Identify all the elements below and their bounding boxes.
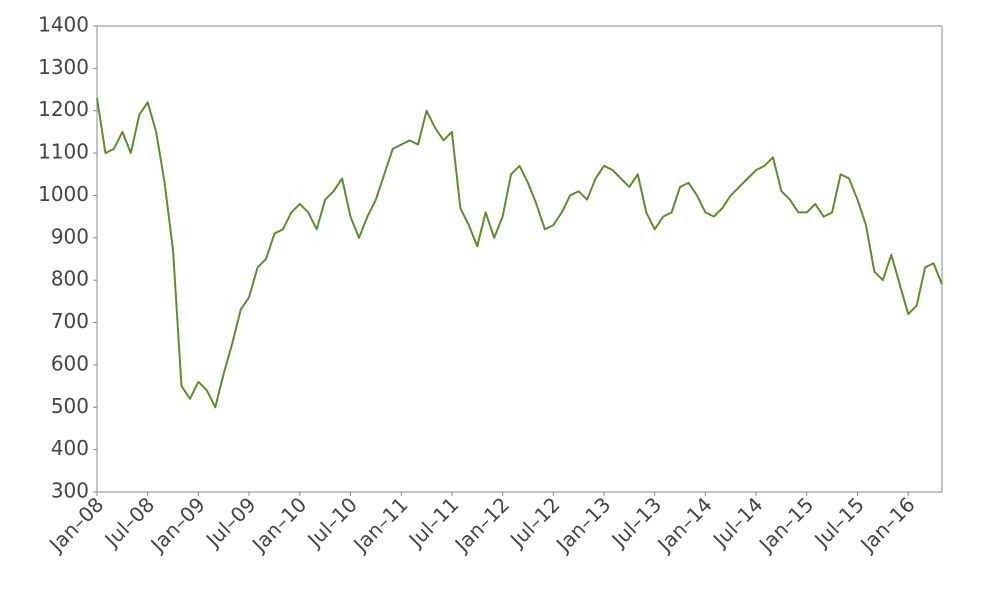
- y-tick-label: 1200: [38, 97, 89, 121]
- x-tick-label: Jan–15: [753, 492, 818, 557]
- x-tick-label: Jan–10: [246, 492, 311, 557]
- x-tick-label: Jan–11: [347, 492, 412, 557]
- x-tick-label: Jan–13: [550, 492, 615, 557]
- x-tick-label: Jan–14: [652, 492, 717, 557]
- x-tick-label: Jan–16: [854, 492, 919, 557]
- y-tick-label: 300: [51, 479, 89, 503]
- y-tick-label: 1000: [38, 182, 89, 206]
- y-tick-label: 600: [51, 351, 89, 375]
- y-tick-label: 900: [51, 224, 89, 248]
- plot-frame: [96, 25, 943, 493]
- x-tick-label: Jan–12: [449, 492, 514, 557]
- line: [96, 97, 943, 409]
- x-tick-label: Jan–09: [145, 492, 210, 557]
- y-tick-label: 1300: [38, 55, 89, 79]
- y-tick-label: 500: [51, 394, 89, 418]
- y-tick-label: 1100: [38, 140, 89, 164]
- y-tick-label: 400: [51, 436, 89, 460]
- y-tick-label: 700: [51, 309, 89, 333]
- y-tick-label: 1400: [38, 13, 89, 37]
- y-tick-label: 800: [51, 267, 89, 291]
